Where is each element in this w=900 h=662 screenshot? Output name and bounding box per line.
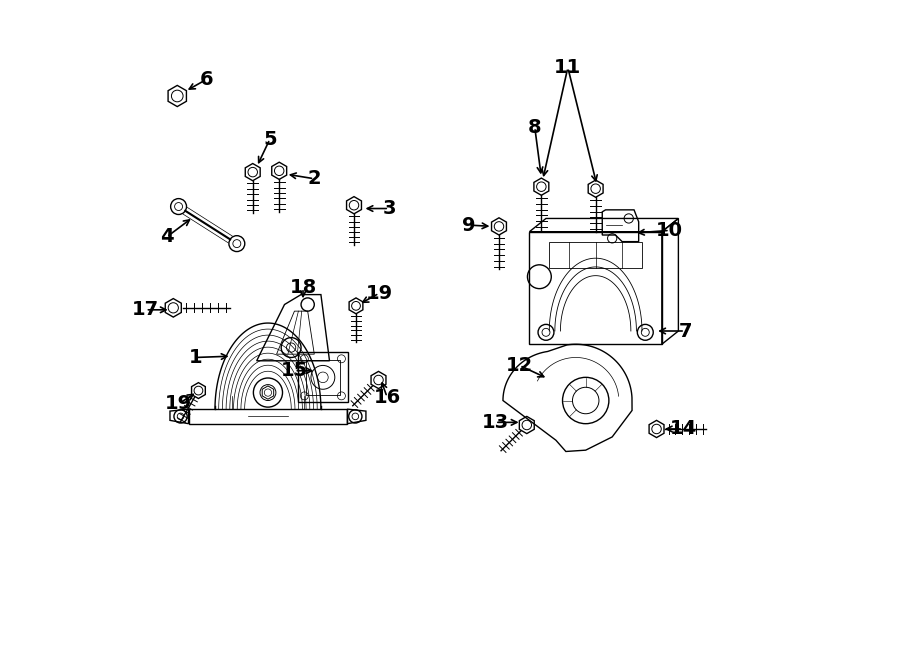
Text: 13: 13 bbox=[482, 413, 508, 432]
Text: 4: 4 bbox=[160, 228, 174, 246]
Text: 3: 3 bbox=[382, 199, 396, 218]
Text: 1: 1 bbox=[188, 348, 202, 367]
Text: 18: 18 bbox=[290, 279, 317, 297]
Text: 19: 19 bbox=[165, 395, 192, 413]
Text: 12: 12 bbox=[506, 356, 533, 375]
Text: 14: 14 bbox=[670, 420, 697, 438]
Text: 10: 10 bbox=[656, 221, 683, 240]
Text: 8: 8 bbox=[528, 118, 542, 136]
Text: 16: 16 bbox=[374, 388, 400, 406]
Text: 5: 5 bbox=[263, 130, 276, 148]
Text: 2: 2 bbox=[308, 169, 321, 188]
Text: 11: 11 bbox=[554, 58, 581, 77]
Text: 19: 19 bbox=[365, 284, 392, 303]
Text: 7: 7 bbox=[679, 322, 692, 340]
Text: 17: 17 bbox=[132, 301, 159, 319]
Text: 9: 9 bbox=[462, 216, 475, 234]
Text: 6: 6 bbox=[200, 70, 213, 89]
Text: 15: 15 bbox=[281, 361, 308, 380]
